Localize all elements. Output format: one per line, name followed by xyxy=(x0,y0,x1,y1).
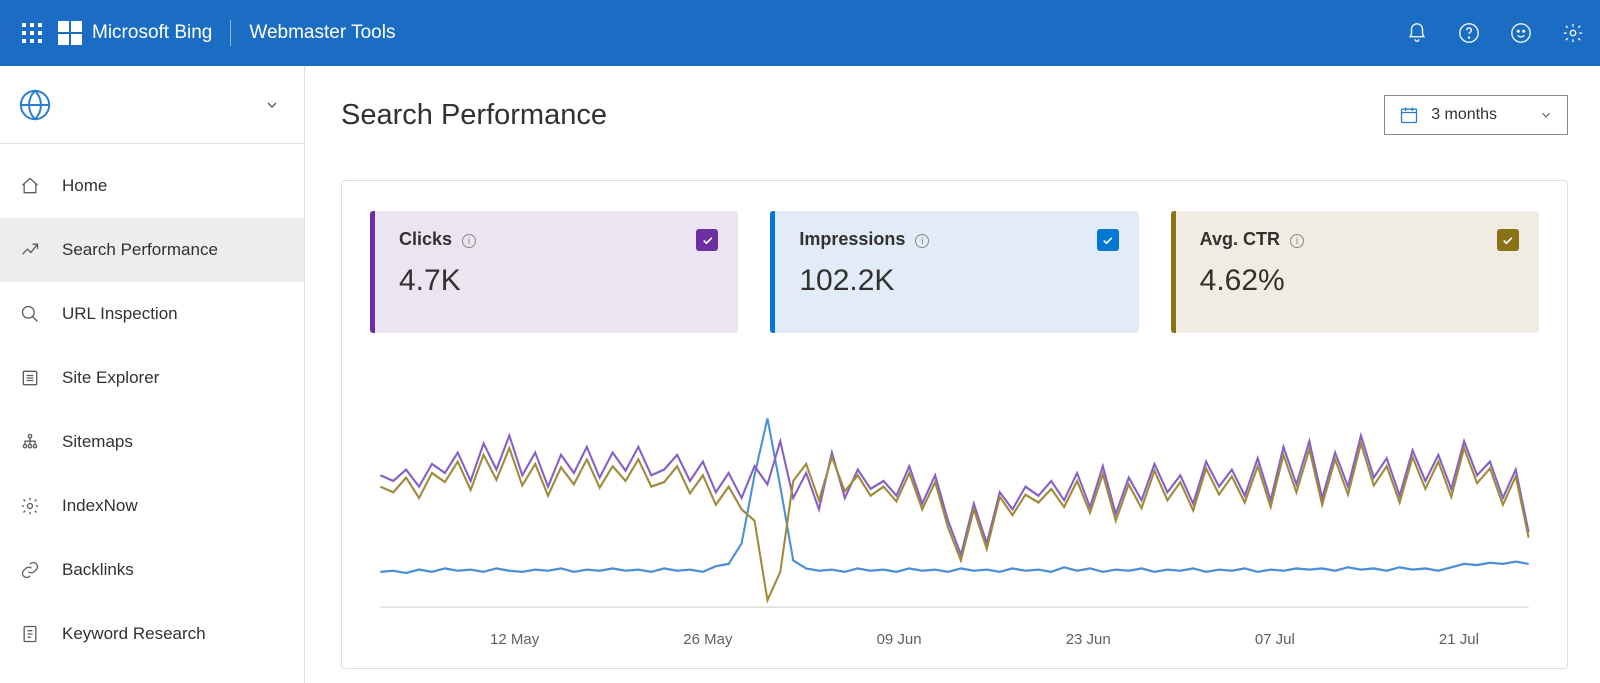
sidebar-item-backlinks[interactable]: Backlinks xyxy=(0,538,304,602)
metric-value: 4.7K xyxy=(399,264,714,298)
calendar-icon xyxy=(1399,105,1419,125)
sidebar-item-search-performance[interactable]: Search Performance xyxy=(0,218,304,282)
help-icon[interactable] xyxy=(1458,22,1480,44)
sidebar-item-url-inspection[interactable]: URL Inspection xyxy=(0,282,304,346)
metric-toggle[interactable] xyxy=(696,229,718,251)
sidebar: Home Search Performance URL Inspection Site… xyxy=(0,66,305,683)
tool-name: Webmaster Tools xyxy=(249,22,395,44)
metric-title: Clicks xyxy=(399,229,452,250)
page-title: Search Performance xyxy=(341,99,607,132)
main: Search Performance 3 months Clicksi4.7KI… xyxy=(305,66,1600,683)
metric-value: 102.2K xyxy=(799,264,1114,298)
x-axis-label: 26 May xyxy=(683,631,732,648)
sidebar-item-keyword-research[interactable]: Keyword Research xyxy=(0,602,304,666)
sidebar-item-label: Search Performance xyxy=(62,240,218,260)
info-icon[interactable]: i xyxy=(1290,234,1304,248)
x-axis-label: 09 Jun xyxy=(877,631,922,648)
brand[interactable]: Microsoft Bing xyxy=(58,21,212,45)
topbar: Microsoft Bing Webmaster Tools xyxy=(0,0,1600,66)
metric-card-impressions[interactable]: Impressions i 102.2K xyxy=(770,211,1138,333)
metric-title: Impressions xyxy=(799,229,905,250)
info-icon[interactable]: i xyxy=(462,234,476,248)
sidebar-item-label: Backlinks xyxy=(62,560,134,580)
sidebar-item-sitemaps[interactable]: Sitemaps xyxy=(0,410,304,474)
info-icon[interactable]: i xyxy=(915,234,929,248)
metric-title: Avg. CTR xyxy=(1200,229,1280,250)
notifications-icon[interactable] xyxy=(1406,22,1428,44)
sitemap-icon xyxy=(20,432,40,452)
sidebar-item-label: URL Inspection xyxy=(62,304,178,324)
x-axis-label: 07 Jul xyxy=(1255,631,1295,648)
link-icon xyxy=(20,560,40,580)
x-axis-label: 23 Jun xyxy=(1066,631,1111,648)
date-range-picker[interactable]: 3 months xyxy=(1384,95,1568,135)
date-range-label: 3 months xyxy=(1431,106,1497,124)
gear-icon xyxy=(20,496,40,516)
feedback-icon[interactable] xyxy=(1510,22,1532,44)
sidebar-item-indexnow[interactable]: IndexNow xyxy=(0,474,304,538)
metric-toggle[interactable] xyxy=(1497,229,1519,251)
sidebar-item-site-explorer[interactable]: Site Explorer xyxy=(0,346,304,410)
sidebar-item-label: Sitemaps xyxy=(62,432,133,452)
globe-icon xyxy=(18,88,52,122)
x-axis-label: 12 May xyxy=(490,631,539,648)
home-icon xyxy=(20,176,40,196)
microsoft-logo-icon xyxy=(58,21,82,45)
list-icon xyxy=(20,368,40,388)
sidebar-item-label: IndexNow xyxy=(62,496,138,516)
chevron-down-icon xyxy=(1539,108,1553,122)
sidebar-item-label: Site Explorer xyxy=(62,368,159,388)
search-icon xyxy=(20,304,40,324)
sidebar-item-home[interactable]: Home xyxy=(0,154,304,218)
x-axis-label: 21 Jul xyxy=(1439,631,1479,648)
nav: Home Search Performance URL Inspection Site… xyxy=(0,144,304,666)
performance-chart: 12 May 26 May 09 Jun 23 Jun 07 Jul 21 Jul xyxy=(370,373,1539,648)
settings-icon[interactable] xyxy=(1562,22,1584,44)
metric-value: 4.62% xyxy=(1200,264,1515,298)
brand-label: Microsoft Bing xyxy=(92,22,212,44)
performance-panel: Clicksi4.7KImpressionsi102.2KAvg. CTRi4.… xyxy=(341,180,1568,669)
sidebar-item-label: Home xyxy=(62,176,107,196)
metric-toggle[interactable] xyxy=(1097,229,1119,251)
site-selector[interactable] xyxy=(0,66,304,144)
metric-card-clicks[interactable]: Clicksi 4.7K xyxy=(370,211,738,333)
trend-icon xyxy=(20,240,40,260)
sidebar-item-label: Keyword Research xyxy=(62,624,206,644)
divider xyxy=(230,20,231,46)
metric-card-avg-ctr[interactable]: Avg. CTR i 4.62% xyxy=(1171,211,1539,333)
chevron-down-icon xyxy=(264,97,280,113)
app-launcher-icon[interactable] xyxy=(16,17,52,49)
doc-icon xyxy=(20,624,40,644)
metric-cards: Clicksi4.7KImpressionsi102.2KAvg. CTRi4.… xyxy=(370,211,1539,333)
